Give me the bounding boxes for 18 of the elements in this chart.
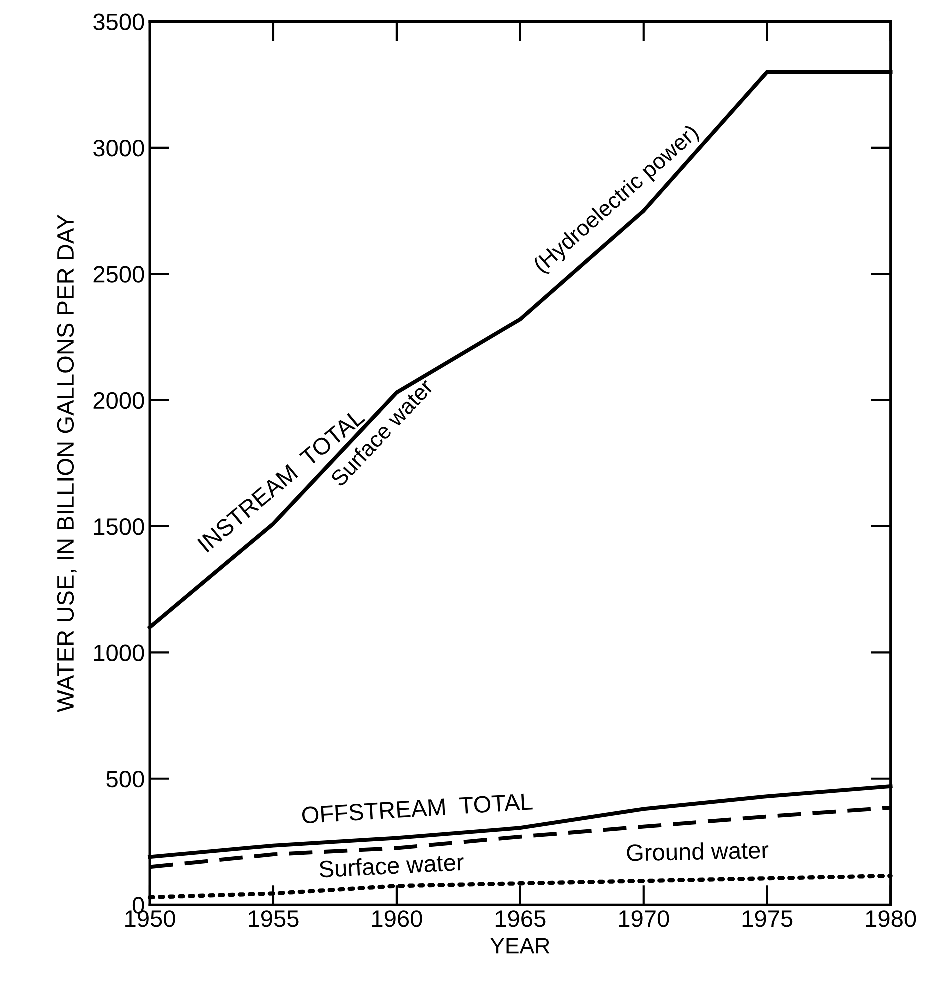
x-tick-label: 1980 — [866, 910, 916, 928]
y-tick-label: 2500 — [94, 266, 144, 283]
series-label: OFFSTREAM TOTAL — [302, 793, 533, 824]
x-axis-title: YEAR — [490, 938, 550, 954]
series-label: Ground water — [627, 841, 769, 862]
y-tick-label: 2000 — [94, 392, 144, 410]
y-tick-label: 3500 — [94, 14, 144, 30]
x-tick-label: 1960 — [372, 910, 422, 928]
y-tick-label: 1500 — [94, 518, 144, 536]
x-tick-label: 1965 — [496, 910, 546, 928]
y-tick-label: 500 — [106, 770, 144, 788]
y-axis-title: WATER USE, IN BILLION GALLONS PER DAY — [57, 214, 77, 712]
x-tick-label: 1970 — [619, 910, 670, 928]
y-tick-label: 3000 — [94, 140, 144, 157]
x-tick-label: 1975 — [742, 910, 793, 928]
x-tick-label: 1955 — [249, 910, 299, 928]
series-label: Surface water — [319, 853, 464, 878]
y-tick-label: 1000 — [94, 644, 144, 662]
